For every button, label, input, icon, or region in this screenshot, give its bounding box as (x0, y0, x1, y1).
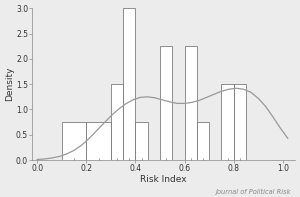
Bar (86, 122, 111, 160)
Bar (184, 46, 197, 160)
Bar (197, 122, 209, 160)
X-axis label: Risk Index: Risk Index (140, 175, 187, 184)
Text: Journal of Political Risk: Journal of Political Risk (215, 189, 291, 195)
Bar (135, 122, 148, 160)
Bar (160, 46, 172, 160)
Y-axis label: Density: Density (5, 67, 14, 101)
Bar (111, 84, 123, 160)
Bar (62, 122, 86, 160)
Bar (221, 84, 234, 160)
Bar (123, 8, 135, 160)
Bar (234, 84, 246, 160)
